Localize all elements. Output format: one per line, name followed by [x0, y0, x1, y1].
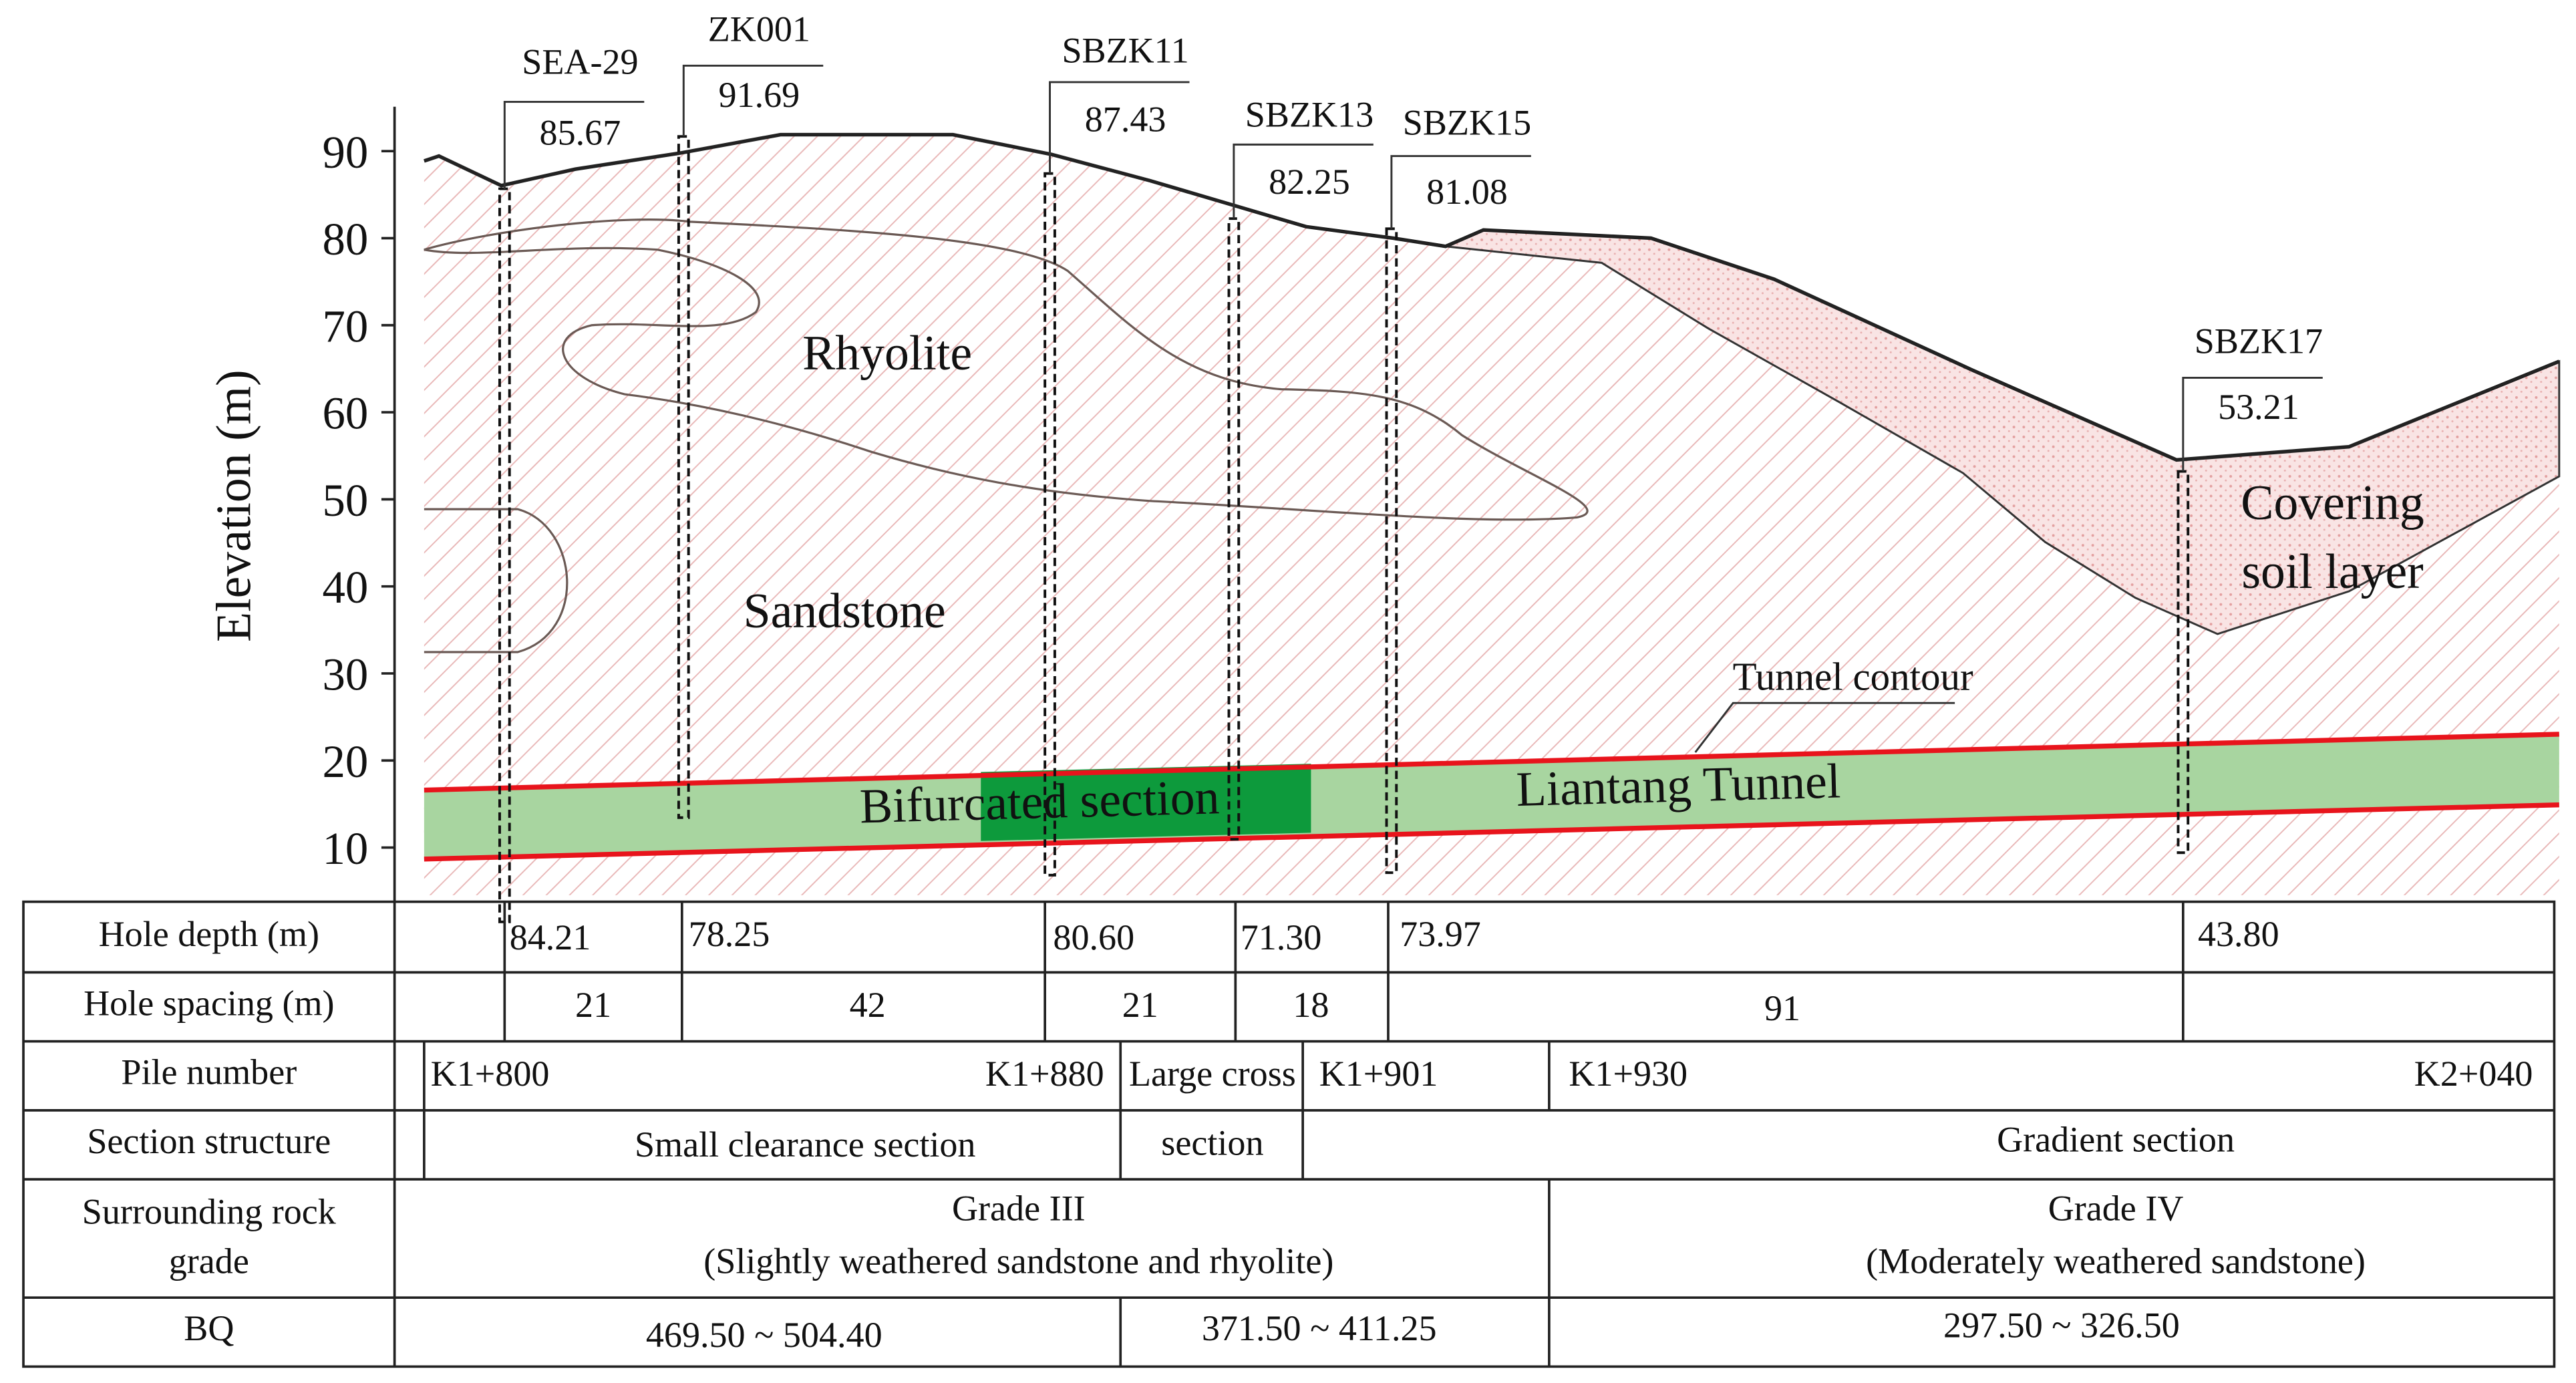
- borehole-elevation: 91.69: [719, 75, 800, 115]
- bq: 469.50 ~ 504.40: [646, 1315, 882, 1355]
- row-header: BQ: [184, 1308, 234, 1348]
- covering-label: soil layer: [2241, 544, 2423, 599]
- borehole-leader: [682, 64, 824, 137]
- row-header: Section structure: [87, 1121, 331, 1161]
- tick-label: 90: [322, 127, 368, 178]
- borehole-leader: [2182, 376, 2323, 472]
- hole-depth: 84.21: [510, 917, 591, 957]
- row-header: Pile number: [121, 1052, 297, 1092]
- tick-label: 60: [322, 388, 368, 439]
- tick-label: 10: [322, 823, 368, 874]
- pile-number: K1+800: [431, 1054, 550, 1094]
- table-frame: [22, 900, 2556, 1368]
- bq: 297.50 ~ 326.50: [1943, 1305, 2180, 1345]
- borehole: ZK001 91.69: [677, 9, 824, 819]
- lens-boundary: [424, 508, 569, 653]
- hole-depth: 43.80: [2198, 914, 2279, 954]
- hole-spacing: 42: [850, 985, 886, 1025]
- borehole-elevation: 87.43: [1085, 100, 1166, 140]
- hole-depth: 73.97: [1400, 914, 1481, 954]
- row-header: Hole spacing (m): [84, 983, 334, 1023]
- rock-grade: (Moderately weathered sandstone): [1866, 1241, 2366, 1281]
- tick-label: 80: [322, 214, 368, 265]
- tick-label: 30: [322, 649, 368, 700]
- table: Hole depth (m) Hole spacing (m) Pile num…: [22, 900, 2556, 1368]
- borehole-name: SBZK11: [1062, 30, 1188, 70]
- row-header: Surrounding rock: [82, 1192, 337, 1232]
- borehole-name: ZK001: [708, 9, 810, 49]
- pile-number: K1+930: [1569, 1054, 1687, 1094]
- borehole-elevation: 81.08: [1426, 172, 1508, 212]
- borehole-leader: [1390, 155, 1531, 229]
- hole-spacing: 18: [1293, 985, 1329, 1025]
- borehole: SBZK15 81.08: [1385, 103, 1531, 875]
- borehole-name: SBZK17: [2195, 321, 2323, 361]
- elevation-axis: Elevation (m) 10 20 30 40 50 60 70 80 90: [206, 106, 396, 902]
- section-structure: Gradient section: [1997, 1119, 2235, 1159]
- borehole-name: SBZK13: [1245, 94, 1374, 134]
- borehole-name: SEA-29: [522, 42, 638, 82]
- borehole-leader: [1233, 143, 1374, 219]
- hole-spacing: 21: [575, 985, 611, 1025]
- covering-label: Covering: [2241, 475, 2424, 530]
- tick-label: 70: [322, 301, 368, 351]
- pile-number: K1+901: [1319, 1054, 1438, 1094]
- hole-depth: 71.30: [1241, 917, 1322, 957]
- borehole-name: SBZK15: [1403, 103, 1531, 143]
- borehole-elevation: 82.25: [1269, 162, 1350, 202]
- sandstone-label: Sandstone: [744, 583, 946, 638]
- callout-line: [1694, 702, 1955, 753]
- hole-depth: 78.25: [689, 914, 770, 954]
- bq: 371.50 ~ 411.25: [1202, 1308, 1437, 1348]
- row-header: grade: [169, 1241, 249, 1281]
- borehole-leader: [503, 100, 645, 189]
- rock-grade: Grade IV: [2048, 1189, 2184, 1229]
- section-structure: Small clearance section: [635, 1124, 976, 1165]
- row-header: Hole depth (m): [99, 914, 319, 954]
- borehole: SEA-29 85.67: [498, 42, 645, 923]
- borehole: SBZK11 87.43: [1043, 30, 1190, 877]
- hole-depth: 80.60: [1053, 917, 1134, 957]
- hole-spacing: 21: [1122, 985, 1158, 1025]
- rhyolite-label: Rhyolite: [802, 325, 972, 380]
- section-structure: section: [1161, 1122, 1263, 1163]
- tunnel-contour-bottom: [424, 802, 2559, 862]
- rhyolite-boundary: [424, 218, 1589, 521]
- tick-label: 50: [322, 475, 368, 526]
- pile-number: Large cross: [1129, 1054, 1296, 1094]
- borehole: SBZK17 53.21: [2177, 321, 2323, 855]
- axis-label: Elevation (m): [206, 369, 261, 642]
- borehole-elevation: 53.21: [2218, 387, 2299, 427]
- bifurcated-label: Bifurcated section: [859, 769, 1221, 833]
- boreholes: SEA-29 85.67 ZK001 91.69 SBZK11 87.43 SBZK13 82…: [498, 9, 2323, 923]
- tunnel-label: Liantang Tunnel: [1516, 753, 1842, 816]
- section-drawing: Rhyolite Sandstone Covering soil layer T…: [424, 132, 2561, 895]
- tick-label: 40: [322, 562, 368, 613]
- borehole-elevation: 85.67: [540, 112, 621, 152]
- borehole: SBZK13 82.25: [1227, 94, 1374, 841]
- rock-mass: [424, 134, 2559, 895]
- hole-spacing: 91: [1764, 988, 1800, 1028]
- tunnel-band: [424, 734, 2559, 859]
- rock-grade: Grade III: [952, 1189, 1086, 1229]
- ground-surface: [424, 132, 2560, 462]
- pile-number: K2+040: [2414, 1054, 2533, 1094]
- tunnel-contour-top: [424, 732, 2559, 793]
- pile-number: K1+880: [985, 1054, 1104, 1094]
- borehole-leader: [1049, 81, 1190, 174]
- tick-label: 20: [322, 736, 368, 787]
- rock-grade: (Slightly weathered sandstone and rhyoli…: [703, 1241, 1333, 1281]
- tunnel-contour-label: Tunnel contour: [1733, 655, 1973, 699]
